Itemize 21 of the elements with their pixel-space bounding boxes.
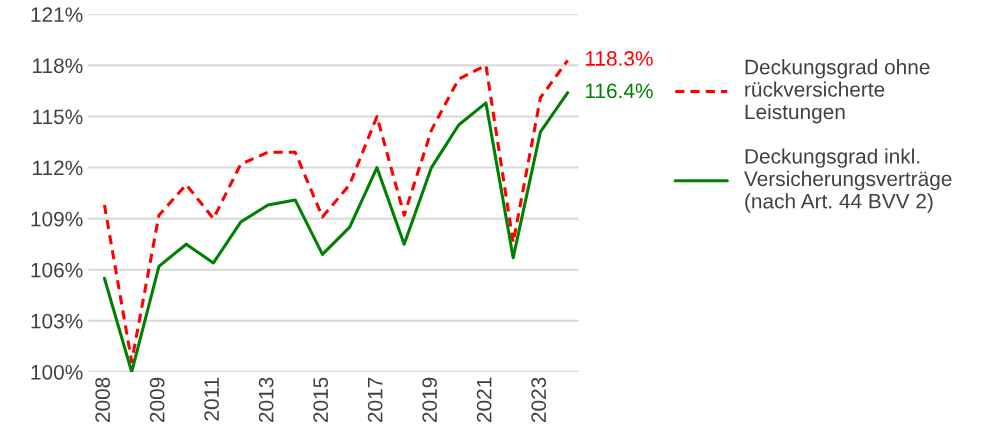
x-tick-label: 2008	[95, 377, 111, 423]
x-tick-label: 2023	[531, 377, 547, 423]
y-tick-label: 103%	[31, 313, 83, 329]
x-tick-label: 2013	[258, 377, 274, 423]
y-tick-label: 109%	[31, 211, 83, 227]
x-tick-label: 2021	[476, 377, 492, 423]
x-tick-label: 2017	[367, 377, 383, 423]
data-label: 118.3%	[585, 51, 653, 66]
x-tick-label: 2015	[313, 377, 329, 423]
y-tick-label: 115%	[33, 109, 83, 125]
legend-label: Deckungsgrad ohne rückversicherte Leistungen	[745, 59, 930, 124]
data-label: 116.4%	[585, 83, 653, 99]
x-tick-label: 2009	[149, 377, 165, 423]
x-tick-label: 2019	[422, 377, 438, 423]
y-tick-label: 100%	[31, 364, 83, 380]
y-tick-label: 106%	[31, 262, 83, 278]
y-tick-label: 121%	[31, 7, 83, 22]
legend-label: Deckungsgrad inkl. Versicherungsverträge (nach Art. 44 BVV 2)	[744, 148, 952, 213]
y-tick-label: 118%	[33, 58, 83, 74]
x-tick-label: 2011	[204, 377, 220, 421]
y-tick-label: 112%	[33, 160, 83, 176]
